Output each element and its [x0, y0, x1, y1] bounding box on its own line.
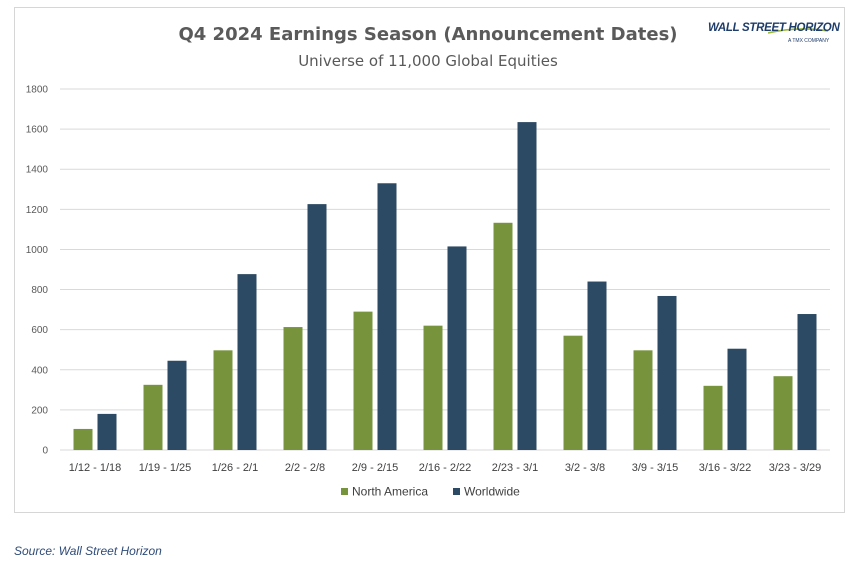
- source-note: Source: Wall Street Horizon: [14, 544, 162, 558]
- bar-worldwide: [167, 360, 187, 450]
- x-tick-label: 1/12 - 1/18: [69, 462, 122, 474]
- x-tick-label: 2/23 - 3/1: [492, 462, 538, 474]
- bar-north-america: [633, 350, 653, 450]
- y-tick-label: 600: [31, 325, 48, 336]
- x-tick-label: 2/9 - 2/15: [352, 462, 398, 474]
- bar-worldwide: [377, 183, 397, 450]
- bar-north-america: [773, 376, 793, 450]
- y-tick-label: 0: [42, 446, 48, 457]
- y-tick-label: 1000: [26, 245, 49, 256]
- legend-swatch-north-america: [341, 488, 348, 495]
- y-tick-label: 1800: [26, 85, 49, 96]
- y-tick-label: 1400: [26, 165, 49, 176]
- bar-worldwide: [587, 281, 607, 450]
- x-tick-label: 1/19 - 1/25: [139, 462, 192, 474]
- legend-label-north-america: North America: [352, 485, 428, 499]
- y-tick-label: 800: [31, 285, 48, 296]
- bar-worldwide: [237, 274, 257, 450]
- x-tick-label: 3/2 - 3/8: [565, 462, 605, 474]
- bar-worldwide: [97, 413, 117, 450]
- bar-worldwide: [447, 246, 467, 450]
- bar-north-america: [143, 384, 163, 450]
- x-tick-label: 3/16 - 3/22: [699, 462, 752, 474]
- y-tick-label: 400: [31, 365, 48, 376]
- logo-wordmark: WALL STREET HORIZON: [708, 22, 840, 34]
- bar-north-america: [353, 311, 373, 450]
- bar-north-america: [283, 327, 303, 450]
- legend-label-worldwide: Worldwide: [464, 485, 520, 499]
- x-tick-label: 1/26 - 2/1: [212, 462, 258, 474]
- bar-worldwide: [307, 204, 327, 450]
- y-tick-label: 200: [31, 405, 48, 416]
- x-tick-label: 3/9 - 3/15: [632, 462, 678, 474]
- chart-title: Q4 2024 Earnings Season (Announcement Da…: [178, 24, 678, 45]
- bar-worldwide: [657, 295, 677, 450]
- x-tick-label: 3/23 - 3/29: [769, 462, 822, 474]
- bar-worldwide: [727, 348, 747, 450]
- bar-north-america: [493, 222, 513, 450]
- bar-worldwide: [797, 314, 817, 450]
- bar-north-america: [703, 385, 723, 450]
- bar-worldwide: [517, 122, 537, 450]
- legend-swatch-worldwide: [453, 488, 460, 495]
- y-tick-label: 1600: [26, 125, 49, 136]
- wall-street-horizon-logo: WALL STREET HORIZON A TMX COMPANY: [708, 22, 840, 52]
- logo-tagline: A TMX COMPANY: [788, 38, 830, 44]
- bar-north-america: [73, 428, 93, 450]
- bar-north-america: [563, 335, 583, 450]
- x-tick-label: 2/2 - 2/8: [285, 462, 325, 474]
- bar-north-america: [423, 325, 443, 450]
- y-tick-label: 1200: [26, 205, 49, 216]
- x-tick-label: 2/16 - 2/22: [419, 462, 472, 474]
- logo-swoosh-icon: [768, 28, 828, 34]
- chart-subtitle: Universe of 11,000 Global Equities: [298, 52, 558, 70]
- bar-north-america: [213, 350, 233, 450]
